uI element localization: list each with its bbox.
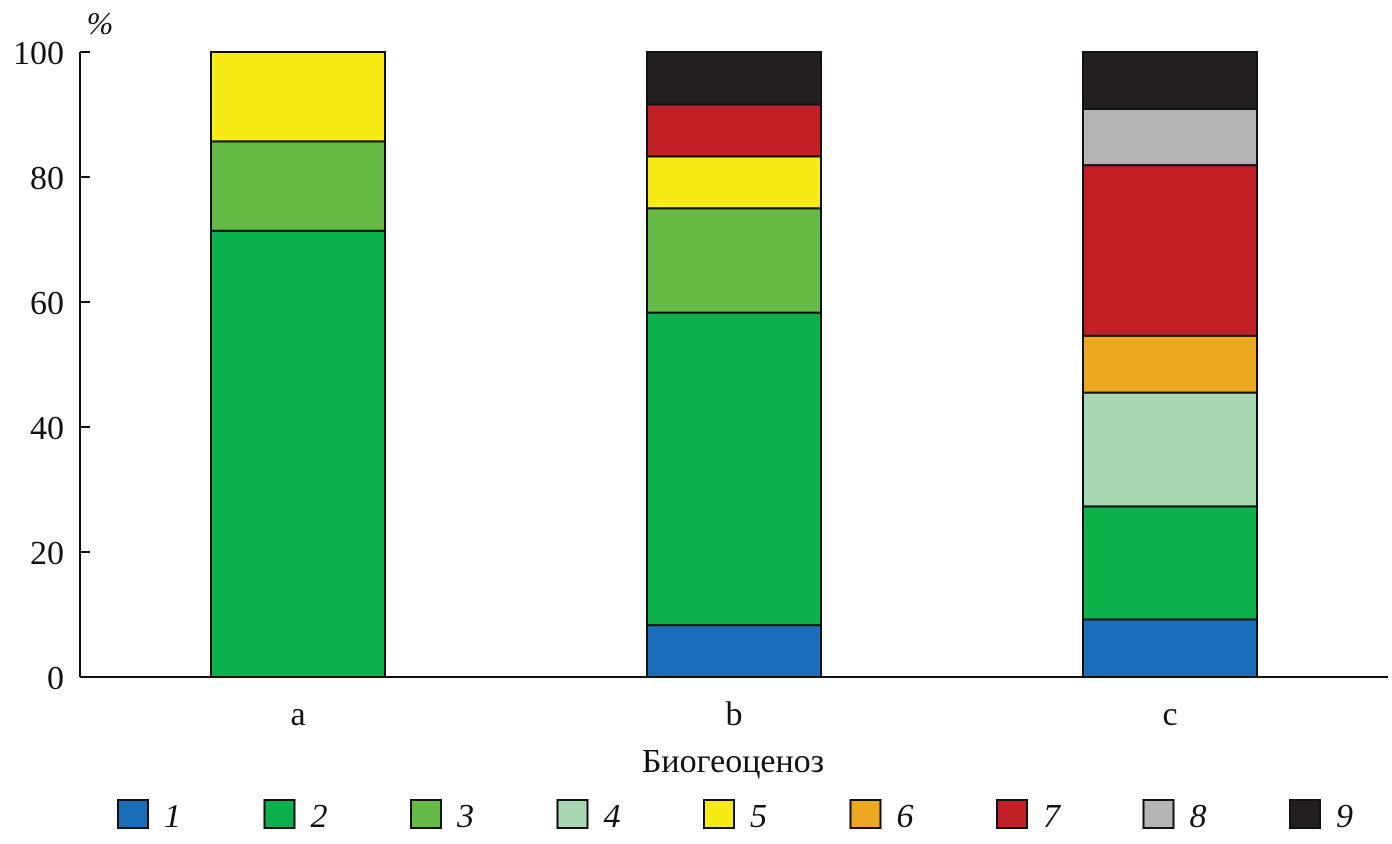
bar-segment-b-series-7 <box>646 103 822 158</box>
legend-label-3: 3 <box>456 798 474 835</box>
bar-segment-c-series-8 <box>1082 107 1258 167</box>
x-axis-title: Биогеоценоз <box>642 743 824 780</box>
bar-segment-a-series-3 <box>210 140 386 232</box>
bar-segment-b-series-3 <box>646 207 822 314</box>
legend-swatch-5 <box>703 799 735 829</box>
legend-swatch-9 <box>1289 799 1321 829</box>
legend-swatch-7 <box>996 799 1028 829</box>
bar-segment-a-series-5 <box>210 51 386 143</box>
y-tick-label-100: 100 <box>13 35 64 72</box>
bar-segment-a-series-2 <box>210 229 386 678</box>
y-tick-label-60: 60 <box>30 285 64 322</box>
y-tick-label-0: 0 <box>47 660 64 697</box>
legend-swatch-4 <box>556 799 589 829</box>
legend-swatch-2 <box>263 799 296 829</box>
legend-label-5: 5 <box>750 798 767 835</box>
bar-segment-c-series-6 <box>1082 334 1258 394</box>
legend-label-7: 7 <box>1043 798 1062 835</box>
x-tick-label-b: b <box>726 696 743 733</box>
legend-label-2: 2 <box>311 798 328 835</box>
y-unit-label: % <box>87 5 114 41</box>
axes: a b c 0 20 40 60 80 100 <box>13 35 1388 733</box>
legend-label-4: 4 <box>604 798 621 835</box>
legend-label-9: 9 <box>1336 798 1353 835</box>
legend-swatch-8 <box>1142 799 1175 829</box>
legend-label-8: 8 <box>1190 798 1207 835</box>
y-tick-label-40: 40 <box>30 410 64 447</box>
bar-segment-c-series-9 <box>1082 51 1258 110</box>
bar-segment-c-series-2 <box>1082 505 1258 621</box>
y-tick-label-20: 20 <box>30 535 64 572</box>
x-tick-label-c: c <box>1162 696 1177 733</box>
bar-segment-c-series-4 <box>1082 391 1258 508</box>
bar-segment-b-series-1 <box>646 624 822 678</box>
bar-segment-c-series-1 <box>1082 618 1258 678</box>
legend-label-1: 1 <box>164 798 181 835</box>
legend-swatch-6 <box>849 799 882 829</box>
legend-swatch-1 <box>117 799 149 829</box>
plot-area <box>210 51 1258 678</box>
bar-segment-b-series-9 <box>646 51 822 106</box>
bar-segment-b-series-5 <box>646 155 822 210</box>
legend-label-6: 6 <box>897 798 914 835</box>
y-tick-label-80: 80 <box>30 160 64 197</box>
legend-swatch-3 <box>410 799 442 829</box>
x-tick-label-a: a <box>290 696 305 733</box>
legend: 1 2 3 4 5 6 7 8 9 <box>117 798 1353 835</box>
bar-segment-b-series-2 <box>646 311 822 627</box>
bar-segment-c-series-7 <box>1082 164 1258 337</box>
